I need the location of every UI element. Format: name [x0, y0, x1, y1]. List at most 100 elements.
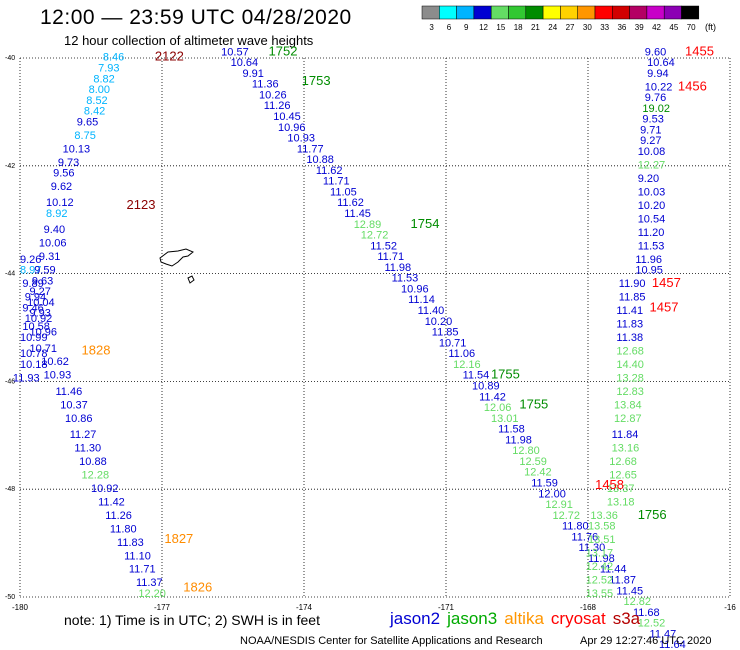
y-tick-label: -46 [5, 378, 15, 385]
wave-height-reading: 11.46 [56, 386, 83, 398]
wave-height-reading: 8.46 [103, 52, 124, 64]
wave-height-reading: 10.92 [91, 483, 119, 495]
colorbar-tick-label: 42 [652, 23, 661, 32]
colorbar-swatch [542, 5, 561, 20]
wave-height-reading: 12.68 [616, 345, 644, 357]
islet-outline [187, 275, 195, 284]
track-number-label: 2122 [155, 49, 184, 64]
wave-height-reading: 10.13 [63, 143, 91, 155]
legend-s3a: s3a [612, 609, 641, 628]
wave-height-reading: 11.84 [612, 429, 639, 441]
x-tick-label: -171 [438, 603, 455, 612]
wave-height-reading: 9.89 [22, 278, 43, 290]
wave-height-reading: 11.58 [498, 424, 525, 436]
x-tick-label: -180 [12, 603, 29, 612]
legend-cryosat: cryosat [550, 609, 606, 628]
wave-height-reading: 8.75 [74, 130, 95, 142]
wave-height-reading: 11.45 [616, 585, 643, 597]
wave-height-reading: 10.96 [29, 327, 57, 339]
track-number-label: 1754 [411, 216, 440, 231]
wave-height-reading: 9.62 [51, 181, 72, 193]
wave-height-reading: 10.54 [638, 213, 666, 225]
wave-height-reading: 12.82 [624, 596, 652, 608]
wave-height-reading: 11.83 [117, 537, 144, 549]
colorbar-swatch [456, 5, 475, 20]
wave-height-reading: 11.71 [323, 176, 350, 188]
wave-height-reading: 11.59 [531, 478, 558, 490]
colorbar-tick-label: 9 [464, 23, 469, 32]
y-tick-label: -42 [5, 163, 15, 170]
wave-height-reading: 10.64 [231, 57, 259, 69]
legend-jason2: jason2 [390, 609, 441, 628]
wave-height-reading: 11.27 [70, 429, 97, 441]
wave-height-reading: 10.78 [20, 348, 48, 360]
colorbar-swatch [525, 5, 544, 20]
wave-height-reading: 11.40 [418, 305, 445, 317]
wave-height-reading: 11.96 [635, 254, 662, 266]
wave-height-reading: 10.03 [638, 186, 666, 198]
colorbar-swatch [439, 5, 457, 20]
wave-height-reading: 10.96 [401, 283, 429, 295]
wave-height-reading: 10.62 [41, 356, 69, 368]
wave-height-reading: 10.88 [306, 154, 334, 166]
wave-height-reading: 10.58 [22, 321, 50, 333]
wave-height-reading: 11.85 [619, 292, 646, 304]
wave-height-reading: 10.37 [60, 399, 88, 411]
y-tick-label: -50 [5, 594, 15, 601]
map-grid [19, 57, 731, 598]
wave-height-reading: 12.72 [361, 230, 389, 242]
wave-height-reading: 9.27 [29, 286, 50, 298]
wave-height-reading: 11.93 [13, 372, 40, 384]
colorbar-swatch [473, 5, 492, 20]
wave-height-reading: 10.93 [44, 370, 72, 382]
colorbar-tick-label: 36 [617, 23, 626, 32]
wave-height-reading: 14.40 [616, 359, 644, 371]
wave-height-reading: 7.93 [98, 62, 119, 74]
wave-height-reading: 11.45 [344, 208, 371, 220]
footer-note: note: 1) Time is in UTC; 2) SWH is in fe… [64, 612, 320, 628]
wave-height-reading: 9.76 [645, 92, 666, 104]
x-tick-label: -177 [154, 603, 171, 612]
chart-title: 12:00 — 23:59 UTC 04/28/2020 [40, 6, 352, 29]
wave-height-reading: 10.22 [645, 81, 673, 93]
wave-height-reading: 8.42 [84, 106, 105, 118]
wave-height-reading: 11.80 [110, 523, 137, 535]
wave-height-reading: 12.68 [609, 456, 637, 468]
track-number-label: 1752 [269, 43, 298, 58]
wave-height-reading: 10.96 [278, 122, 306, 134]
wave-height-reading: 10.92 [25, 313, 53, 325]
wave-height-reading: 9.73 [58, 157, 79, 169]
wave-height-reading: 9.31 [39, 251, 60, 263]
track-number-label: 1828 [82, 342, 111, 357]
wave-height-reading: 12.52 [586, 575, 614, 587]
wave-height-reading: 12.06 [484, 402, 512, 414]
colorbar-swatch [577, 5, 596, 20]
wave-height-reading: 12.00 [538, 488, 566, 500]
wave-height-reading: 11.26 [105, 510, 132, 522]
track-number-label: 1827 [164, 531, 193, 546]
track-number-label: 1455 [685, 43, 714, 58]
wave-height-reading: 11.83 [616, 319, 643, 331]
colorbar-tick-label: 33 [600, 23, 609, 32]
wave-height-reading: 12.83 [616, 386, 644, 398]
wave-height-reading: 12.42 [524, 467, 552, 479]
chatham-islands-landmass [159, 248, 195, 284]
track-number-label: 1457 [652, 275, 681, 290]
colorbar-unit: (ft) [705, 22, 716, 32]
wave-height-reading: 10.71 [439, 337, 467, 349]
track-number-label: 1456 [678, 78, 707, 93]
track-number-label: 1457 [650, 299, 679, 314]
wave-height-reading: 12.72 [553, 510, 581, 522]
wave-height-reading: 9.63 [32, 275, 53, 287]
wave-height-reading: 8.92 [46, 208, 67, 220]
colorbar-swatch [646, 5, 665, 20]
track-number-label: 1756 [638, 507, 667, 522]
wave-height-reading: 11.36 [252, 79, 279, 91]
island-outline [159, 248, 194, 267]
colorbar-tick-label: 12 [479, 23, 488, 32]
colorbar: 3 6 9 12 15 18 21 24 27 30 33 36 39 42 45 70 [421, 5, 700, 32]
wave-height-reading: 12.65 [609, 469, 637, 481]
colorbar-swatch [508, 5, 527, 20]
wave-height-reading: 10.86 [65, 413, 93, 425]
